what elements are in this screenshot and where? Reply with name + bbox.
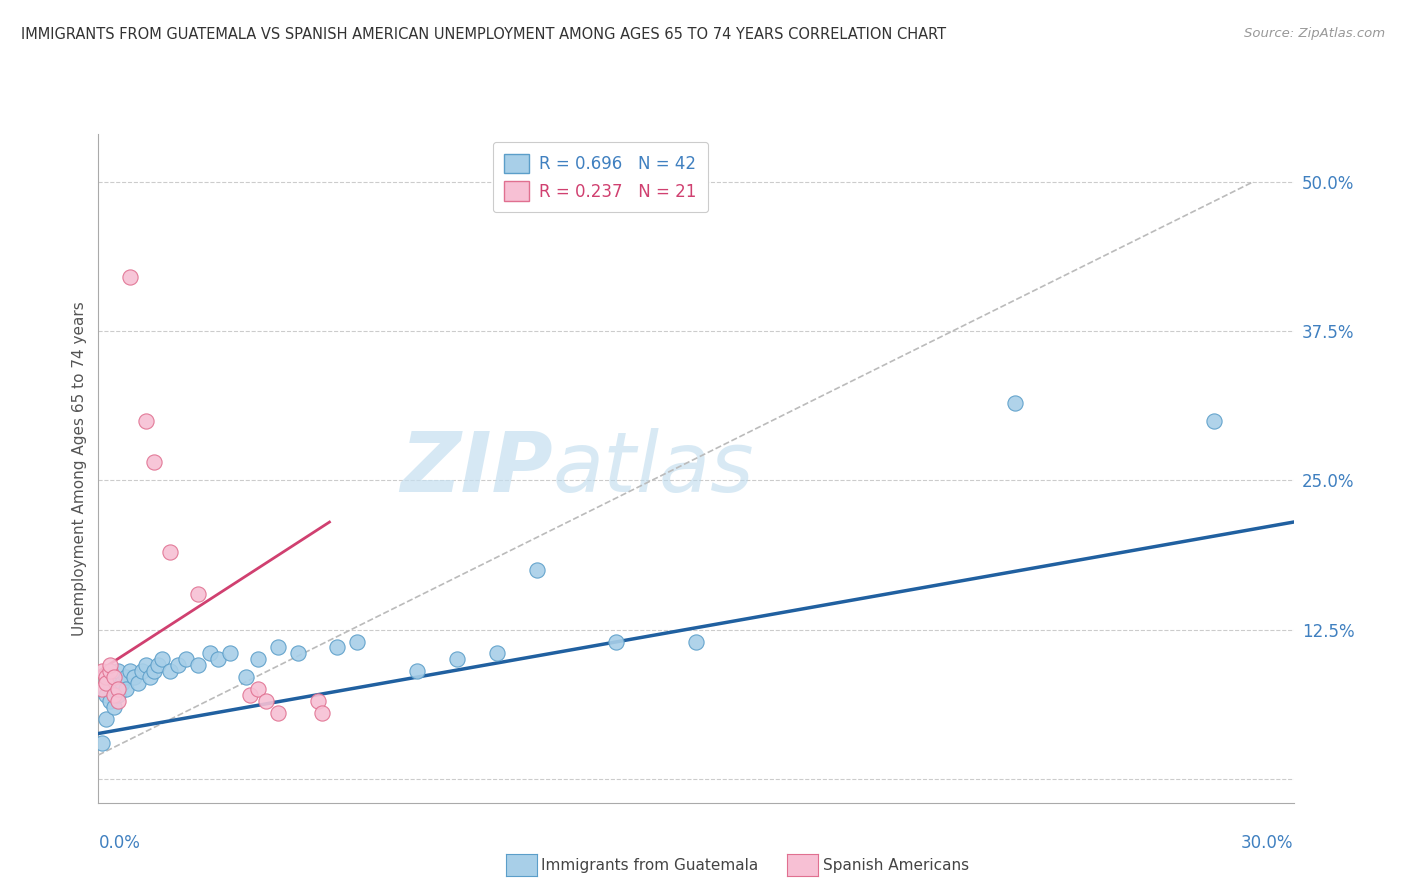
Legend: R = 0.696   N = 42, R = 0.237   N = 21: R = 0.696 N = 42, R = 0.237 N = 21 [492,142,709,212]
Point [107,694,129,708]
Point [167,658,190,673]
Point [311,706,333,721]
Point [187,658,209,673]
Point [219,647,242,661]
Point [287,647,309,661]
Point [120,270,142,285]
Point [526,563,548,577]
Text: ZIP: ZIP [399,428,553,508]
Point [143,665,166,679]
Point [107,665,129,679]
Point [246,652,269,666]
Point [159,545,181,559]
Point [239,688,262,702]
Point [326,640,349,655]
Point [139,670,162,684]
Point [174,652,197,666]
Text: Source: ZipAtlas.com: Source: ZipAtlas.com [1244,27,1385,40]
Point [100,676,122,690]
Point [307,694,329,708]
Point [346,634,368,648]
Point [103,700,125,714]
Point [235,670,257,684]
Point [91,665,114,679]
Point [96,712,118,726]
Point [135,658,157,673]
Y-axis label: Unemployment Among Ages 65 to 74 years: Unemployment Among Ages 65 to 74 years [72,301,87,636]
Text: 0.0%: 0.0% [98,834,141,852]
Point [96,676,118,690]
Point [115,670,138,684]
Text: IMMIGRANTS FROM GUATEMALA VS SPANISH AMERICAN UNEMPLOYMENT AMONG AGES 65 TO 74 Y: IMMIGRANTS FROM GUATEMALA VS SPANISH AME… [21,27,946,42]
Point [124,670,146,684]
Point [406,665,429,679]
Point [198,647,221,661]
Point [107,682,129,697]
Point [605,634,627,648]
Point [127,676,149,690]
Point [1004,395,1026,409]
Point [1202,413,1225,427]
Point [207,652,229,666]
Point [91,682,114,697]
Point [100,665,122,679]
Point [485,647,508,661]
Point [100,694,122,708]
Point [150,652,173,666]
Point [107,688,129,702]
Point [100,658,122,673]
Text: Immigrants from Guatemala: Immigrants from Guatemala [541,858,759,872]
Point [120,665,142,679]
Point [446,652,468,666]
Point [131,665,153,679]
Point [103,670,125,684]
Text: atlas: atlas [553,428,754,508]
Point [685,634,707,648]
Point [103,682,125,697]
Point [246,682,269,697]
Text: Spanish Americans: Spanish Americans [823,858,969,872]
Point [267,640,290,655]
Point [148,658,170,673]
Point [115,682,138,697]
Point [96,670,118,684]
Point [267,706,290,721]
Point [159,665,181,679]
Point [91,736,114,750]
Point [143,455,166,469]
Text: 30.0%: 30.0% [1241,834,1294,852]
Point [96,688,118,702]
Point [135,413,157,427]
Point [111,676,134,690]
Point [103,688,125,702]
Point [187,587,209,601]
Point [254,694,277,708]
